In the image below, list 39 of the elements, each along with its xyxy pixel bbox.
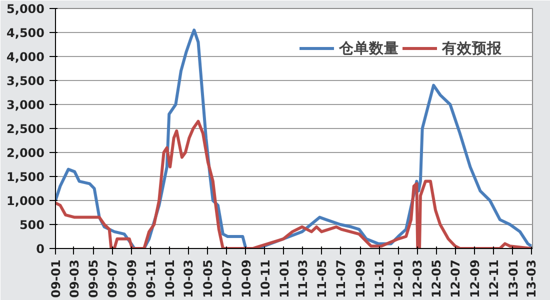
y-tick-label: 4,500 bbox=[6, 26, 45, 40]
y-tick-label: 1,000 bbox=[6, 194, 45, 208]
x-tick-label: 10-03 bbox=[182, 259, 196, 298]
x-tick-label: 11-07 bbox=[334, 259, 348, 298]
x-tick-label: 09-05 bbox=[86, 259, 101, 298]
x-tick-label: 09-11 bbox=[144, 259, 158, 298]
x-tick-label: 13-03 bbox=[524, 259, 539, 298]
y-tick-label: 1,500 bbox=[6, 170, 45, 184]
x-tick-label: 12-01 bbox=[392, 259, 406, 298]
x-tick-label: 12-05 bbox=[430, 259, 444, 298]
y-tick-label: 2,000 bbox=[6, 146, 45, 160]
y-tick-label: 2,500 bbox=[6, 122, 45, 136]
x-tick-label: 10-07 bbox=[220, 259, 234, 298]
x-tick-label: 09-07 bbox=[106, 259, 120, 298]
x-tick-label: 12-03 bbox=[410, 259, 425, 298]
x-tick-label: 09-09 bbox=[125, 259, 140, 298]
x-tick-label: 10-05 bbox=[200, 259, 215, 298]
y-tick-label: 4,000 bbox=[6, 50, 45, 64]
x-tick-label: 11-01 bbox=[277, 259, 292, 298]
y-tick-label: 5,000 bbox=[6, 2, 45, 16]
y-tick-label: 3,500 bbox=[6, 74, 45, 88]
x-tick-label: 11-09 bbox=[354, 259, 368, 298]
y-tick-label: 3,000 bbox=[6, 98, 45, 112]
legend-label: 仓单数量 bbox=[339, 40, 399, 58]
x-tick-label: 11-05 bbox=[315, 259, 330, 298]
y-tick-label: 0 bbox=[36, 242, 45, 256]
x-tick-label: 10-01 bbox=[163, 259, 178, 298]
x-tick-label: 11-11 bbox=[372, 259, 387, 298]
x-tick-label: 10-11 bbox=[258, 259, 272, 298]
x-tick-label: 11-03 bbox=[296, 259, 310, 298]
x-tick-label: 12-07 bbox=[448, 259, 463, 298]
legend-label: 有效预报 bbox=[442, 40, 502, 58]
x-tick-label: 12-11 bbox=[487, 259, 502, 298]
x-tick-label: 10-09 bbox=[239, 259, 254, 298]
y-tick-label: 500 bbox=[19, 218, 45, 232]
x-tick-label: 13-01 bbox=[506, 259, 520, 298]
x-tick-label: 09-01 bbox=[49, 259, 63, 298]
x-tick-label: 12-09 bbox=[468, 259, 482, 298]
x-tick-label: 09-03 bbox=[67, 259, 82, 298]
